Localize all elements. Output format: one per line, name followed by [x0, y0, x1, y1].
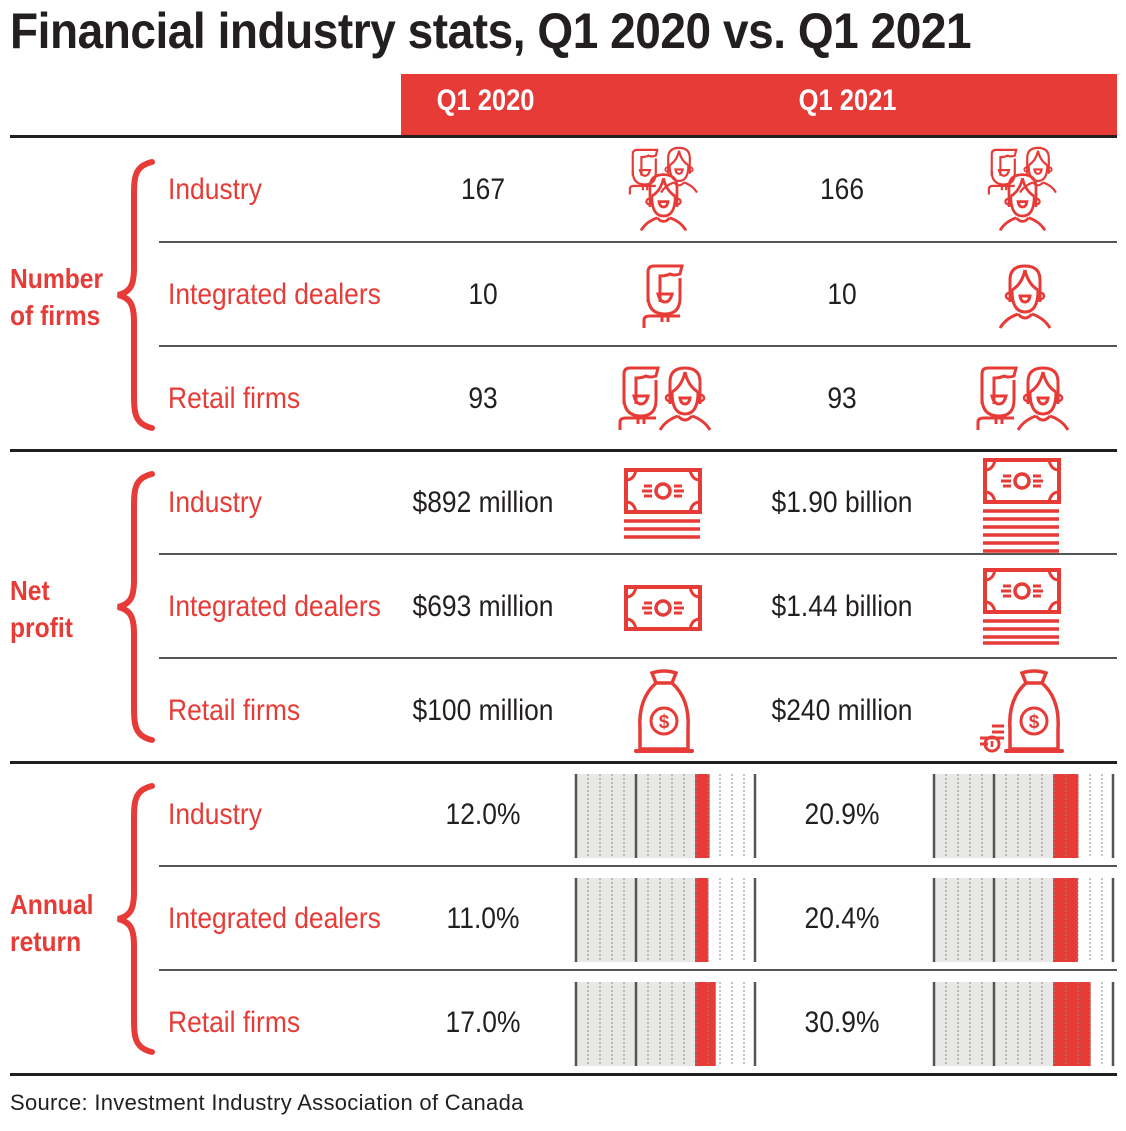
value-q1-2020: 167 — [460, 173, 506, 206]
value-q1-2021: $1.90 billion — [771, 486, 913, 519]
row-label-industry: Industry — [168, 173, 262, 206]
gauge-value-bar — [1053, 982, 1091, 1066]
group-label-net-profit: Net profit — [10, 572, 73, 646]
money-bag-with-coins-icon — [980, 669, 1064, 753]
group-of-three-people-icon — [987, 146, 1058, 232]
rule-row — [159, 241, 1117, 243]
value-q1-2021: 20.9% — [804, 798, 880, 831]
banknote-tall-stack-icon — [983, 458, 1061, 553]
rule-group — [10, 761, 1117, 764]
banknote-stack-icon — [624, 468, 702, 539]
source-note: Source: Investment Industry Association … — [10, 1090, 524, 1115]
gauge-value-bar — [695, 878, 709, 962]
man-and-woman-icon — [618, 366, 712, 432]
gauge-value-bar — [1053, 878, 1078, 962]
value-q1-2020: $693 million — [412, 590, 554, 623]
row-label-integrated-dealers: Integrated dealers — [168, 590, 381, 623]
value-q1-2020: 11.0% — [446, 902, 520, 935]
value-q1-2020: 12.0% — [445, 798, 521, 831]
group-label-line: profit — [10, 612, 73, 643]
column-header-q1-2021: Q1 2021 — [798, 84, 897, 117]
group-label-line: Number — [10, 263, 104, 294]
page-title: Financial industry stats, Q1 2020 vs. Q1… — [10, 3, 972, 59]
value-q1-2021: 10 — [827, 278, 857, 311]
row-label-retail-firms: Retail firms — [168, 694, 301, 727]
gauge-value-bar — [695, 982, 716, 1066]
group-label-line: Annual — [10, 889, 94, 920]
column-header-q1-2020: Q1 2020 — [436, 84, 535, 117]
return-gauge-q1-2020 — [574, 878, 757, 962]
man-and-woman-icon — [976, 366, 1070, 432]
group-label-number-of-firms: Number of firms — [10, 260, 103, 334]
rule-row — [159, 865, 1117, 867]
woman-icon — [998, 264, 1052, 330]
brace-icon — [117, 783, 155, 1055]
rule-group — [10, 449, 1117, 452]
rule-row — [159, 553, 1117, 555]
return-gauge-q1-2021 — [932, 982, 1115, 1066]
row-label-integrated-dealers: Integrated dealers — [168, 902, 381, 935]
gauge-value-bar — [695, 774, 710, 858]
group-of-three-people-icon — [628, 146, 699, 232]
banknote-icon — [624, 585, 702, 631]
rule-row — [159, 657, 1117, 659]
row-label-integrated-dealers: Integrated dealers — [168, 278, 381, 311]
group-label-line: Net — [10, 575, 50, 606]
rule-header — [10, 135, 1117, 138]
value-q1-2020: 93 — [468, 382, 498, 415]
value-q1-2020: $892 million — [412, 486, 554, 519]
brace-icon — [117, 471, 155, 743]
rule-row — [159, 969, 1117, 971]
group-label-line: of firms — [10, 300, 101, 331]
value-q1-2020: 10 — [468, 278, 498, 311]
row-label-retail-firms: Retail firms — [168, 1006, 301, 1039]
value-q1-2021: 20.4% — [804, 902, 880, 935]
return-gauge-q1-2020 — [574, 982, 757, 1066]
row-label-industry: Industry — [168, 798, 262, 831]
value-q1-2021: 30.9% — [804, 1006, 880, 1039]
column-header-bar — [401, 74, 1117, 136]
return-gauge-q1-2021 — [932, 878, 1115, 962]
group-label-line: return — [10, 926, 82, 957]
banknote-stack-icon — [983, 568, 1061, 645]
value-q1-2020: $100 million — [412, 694, 554, 727]
value-q1-2021: $240 million — [771, 694, 913, 727]
value-q1-2021: 93 — [827, 382, 857, 415]
return-gauge-q1-2021 — [932, 774, 1115, 858]
value-q1-2021: $1.44 billion — [771, 590, 913, 623]
value-q1-2021: 166 — [819, 173, 865, 206]
row-label-retail-firms: Retail firms — [168, 382, 301, 415]
man-icon — [642, 264, 684, 330]
brace-icon — [117, 159, 155, 431]
rule-bottom — [10, 1073, 1117, 1076]
row-label-industry: Industry — [168, 486, 262, 519]
value-q1-2020: 17.0% — [445, 1006, 521, 1039]
return-gauge-q1-2020 — [574, 774, 757, 858]
rule-row — [159, 345, 1117, 347]
group-label-annual-return: Annual return — [10, 886, 94, 960]
money-bag-icon — [634, 669, 694, 753]
